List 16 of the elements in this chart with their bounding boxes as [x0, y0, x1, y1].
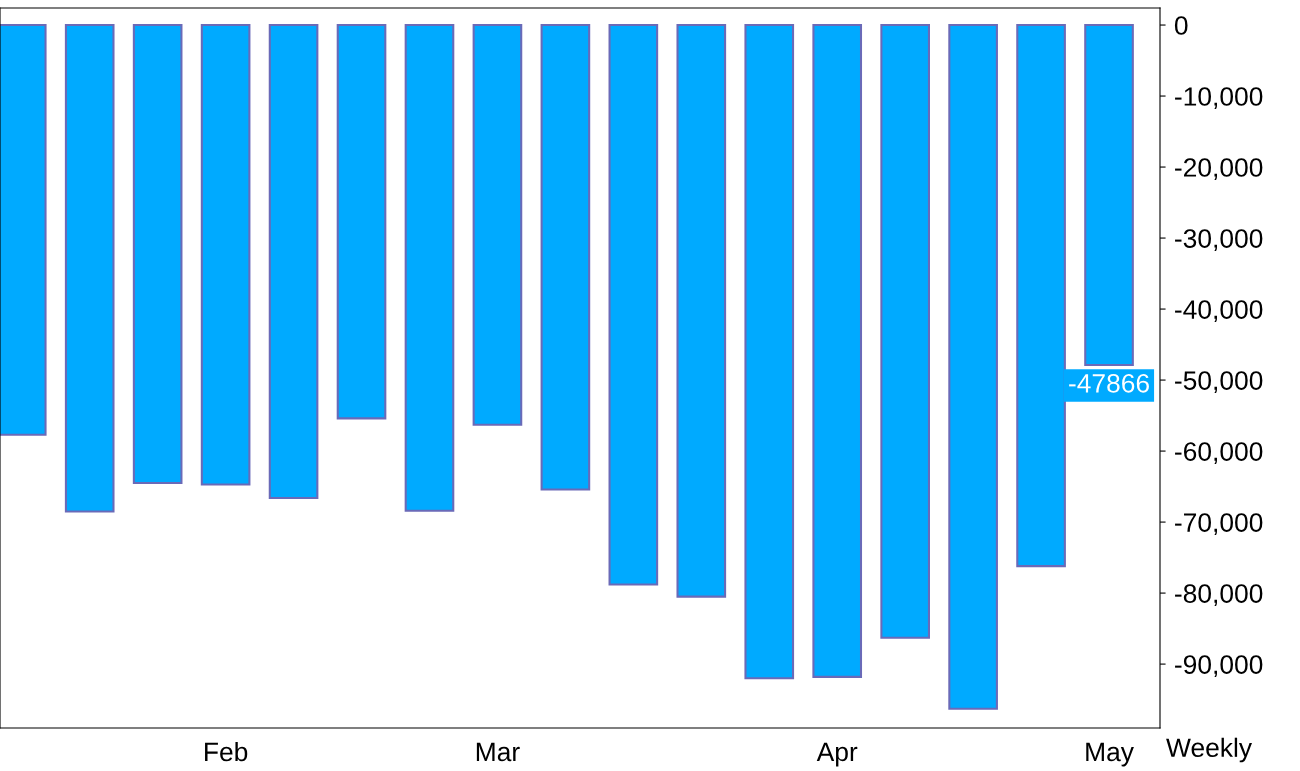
- x-tick-label: Mar: [476, 742, 520, 762]
- data-label: -47866: [1069, 373, 1149, 393]
- x-tick-label: Apr: [816, 742, 858, 767]
- y-tick-label: -20,000: [1175, 158, 1263, 180]
- y-tick-label: -10,000: [1175, 87, 1263, 109]
- x-tick-label: May: [1086, 742, 1134, 767]
- y-tick-label: -30,000: [1175, 229, 1263, 251]
- y-tick-label: -60,000: [1175, 442, 1263, 465]
- y-tick-label: -70,000: [1175, 513, 1263, 536]
- y-tick-label: -80,000: [1175, 584, 1263, 607]
- y-tick-label: -50,000: [1175, 371, 1263, 394]
- text: Weekly: [1166, 737, 1252, 763]
- y-tick-label: -40,000: [1175, 300, 1263, 322]
- x-tick-label: Feb: [205, 741, 248, 762]
- y-tick-label: 0: [1174, 16, 1188, 35]
- y-tick-label: -90,000: [1175, 655, 1263, 678]
